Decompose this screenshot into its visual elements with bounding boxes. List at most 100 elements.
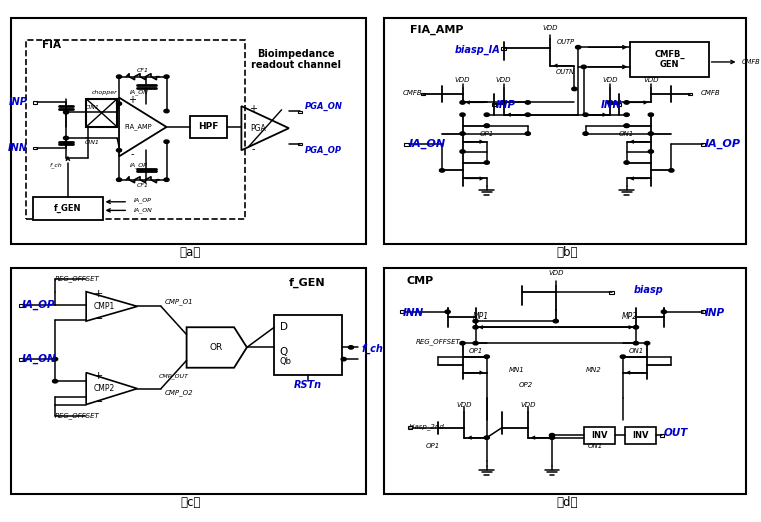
Circle shape xyxy=(624,124,629,127)
Text: Q: Q xyxy=(280,347,288,357)
Circle shape xyxy=(53,358,58,361)
Text: FIA_AMP: FIA_AMP xyxy=(125,124,152,130)
Text: Qb: Qb xyxy=(280,357,291,366)
Text: D: D xyxy=(280,322,288,332)
Text: REG_OFFSET: REG_OFFSET xyxy=(55,412,100,419)
Text: OUT: OUT xyxy=(664,428,688,438)
Bar xyxy=(19,304,24,306)
Circle shape xyxy=(164,140,169,144)
Text: INP: INP xyxy=(495,100,515,110)
Circle shape xyxy=(484,113,489,116)
Circle shape xyxy=(164,75,169,78)
Text: VDD: VDD xyxy=(520,401,536,408)
Bar xyxy=(584,426,616,444)
Text: INP: INP xyxy=(9,98,27,108)
Circle shape xyxy=(460,113,465,116)
Circle shape xyxy=(669,169,674,172)
Circle shape xyxy=(648,150,654,153)
Bar xyxy=(86,99,117,127)
Bar xyxy=(701,310,705,313)
Text: CMFB: CMFB xyxy=(403,90,422,96)
Text: -: - xyxy=(130,149,133,159)
Circle shape xyxy=(575,45,581,49)
Text: OP2: OP2 xyxy=(519,382,533,388)
Text: ON1: ON1 xyxy=(629,348,644,353)
Text: PGA_ON: PGA_ON xyxy=(305,102,343,111)
Text: f_ch: f_ch xyxy=(362,344,384,354)
Bar xyxy=(33,101,37,104)
Bar xyxy=(409,426,412,429)
Text: CIN1: CIN1 xyxy=(84,105,99,110)
Text: OR: OR xyxy=(209,343,222,352)
Circle shape xyxy=(460,101,465,104)
Circle shape xyxy=(116,149,122,152)
Bar xyxy=(630,42,708,77)
Text: （b）: （b） xyxy=(556,245,578,258)
Circle shape xyxy=(624,101,629,104)
Circle shape xyxy=(572,87,577,91)
Bar xyxy=(688,92,692,95)
Bar xyxy=(422,92,425,95)
Circle shape xyxy=(349,346,354,349)
Text: MN1: MN1 xyxy=(509,367,524,373)
Circle shape xyxy=(116,102,122,105)
Text: biasp_2nd: biasp_2nd xyxy=(409,423,444,430)
Text: ON1: ON1 xyxy=(619,132,634,137)
Bar xyxy=(660,434,664,437)
Circle shape xyxy=(624,124,629,127)
Circle shape xyxy=(341,358,346,361)
Bar xyxy=(501,47,506,50)
Text: f_GEN: f_GEN xyxy=(289,278,326,288)
Circle shape xyxy=(661,310,667,314)
Circle shape xyxy=(445,310,451,314)
Circle shape xyxy=(484,161,489,164)
Text: VDD: VDD xyxy=(496,77,511,84)
Text: Bioimpedance
readout channel: Bioimpedance readout channel xyxy=(251,49,341,70)
Text: PGA_OP: PGA_OP xyxy=(305,146,342,155)
Circle shape xyxy=(549,436,555,440)
Text: OUTP: OUTP xyxy=(556,39,575,45)
Text: CF1: CF1 xyxy=(137,183,148,188)
Circle shape xyxy=(484,436,489,440)
Text: IA_ON: IA_ON xyxy=(409,139,446,149)
Bar xyxy=(701,143,705,146)
Text: IA_OP: IA_OP xyxy=(130,162,148,168)
Text: VDD: VDD xyxy=(457,401,472,408)
Text: VDD: VDD xyxy=(643,77,658,84)
Circle shape xyxy=(460,341,465,345)
Circle shape xyxy=(460,150,465,153)
Bar xyxy=(33,197,103,220)
Text: IA_OP: IA_OP xyxy=(22,300,56,310)
Text: chopper: chopper xyxy=(91,90,117,95)
Circle shape xyxy=(525,113,530,116)
Circle shape xyxy=(473,319,478,323)
Text: -: - xyxy=(251,144,255,154)
Circle shape xyxy=(633,326,638,329)
Text: INV: INV xyxy=(591,431,607,440)
Bar xyxy=(19,358,24,361)
Circle shape xyxy=(583,113,588,116)
Text: CF1: CF1 xyxy=(137,68,148,73)
Text: CMP1: CMP1 xyxy=(94,302,115,311)
Text: VDD: VDD xyxy=(548,270,563,276)
Bar xyxy=(400,310,404,313)
Text: CMFB: CMFB xyxy=(742,59,761,65)
Circle shape xyxy=(53,379,58,383)
Circle shape xyxy=(164,109,169,113)
Circle shape xyxy=(116,75,122,78)
Bar xyxy=(610,291,614,294)
Bar xyxy=(625,426,657,444)
Circle shape xyxy=(484,124,489,127)
Text: VDD: VDD xyxy=(543,25,558,31)
Bar xyxy=(298,143,301,145)
Text: VDD: VDD xyxy=(455,77,470,84)
Circle shape xyxy=(525,101,530,104)
Circle shape xyxy=(581,65,586,68)
Circle shape xyxy=(620,355,626,359)
Text: FIA: FIA xyxy=(42,40,61,50)
Circle shape xyxy=(116,178,122,182)
Circle shape xyxy=(473,341,478,345)
Text: MP1: MP1 xyxy=(473,312,489,321)
Bar xyxy=(492,103,496,105)
Text: CMP2: CMP2 xyxy=(94,384,115,393)
